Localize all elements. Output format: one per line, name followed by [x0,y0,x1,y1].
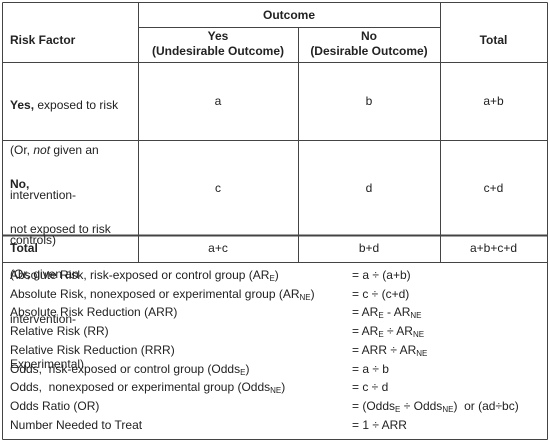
cell: c+d [483,181,504,195]
text-part: Relative Risk Reduction (RRR) [10,342,175,357]
subscript: NE [410,311,422,321]
label-part: given an [50,143,99,157]
cell: a+b [483,94,504,108]
subscript: NE [442,404,454,414]
formula-label: Number Needed to Treat [10,418,142,433]
formula-label: Odds, risk-exposed or control group (Odd… [10,362,249,377]
subscript: E [240,367,246,377]
label-part: not exposed to risk [10,222,111,236]
formula-label: Absolute Risk, nonexposed or experimenta… [10,287,315,302]
cell: a+c [208,241,228,255]
formula-label: Odds Ratio (OR) [10,399,99,414]
text-part: Absolute Risk, nonexposed or experimenta… [10,286,300,301]
text-part: = (Odds [352,398,396,413]
text-part: ÷ AR [383,324,413,339]
formula-expression: = ARE - ARNE [352,305,422,320]
text-part: Number Needed to Treat [10,417,143,432]
text-part: = a ÷ (a+b) [352,268,411,282]
formula-expression: = a ÷ (a+b) [352,268,411,283]
text-part: ÷ Odds [400,398,443,413]
formula-expression: = ARR ÷ ARNE [352,343,427,358]
text-part: = ARR ÷ AR [352,342,417,357]
formula-label: Absolute Risk Reduction (ARR) [10,305,177,320]
formula-expression: = (OddsE ÷ OddsNE) or (ad÷bc) [352,399,519,414]
header-risk-factor: Risk Factor [10,33,76,47]
header-yes-sub: (Undesirable Outcome) [151,44,285,58]
row-label: Yes, exposed to risk (Or, not given an i… [10,68,118,263]
formula-expression: = a ÷ b [352,362,389,377]
cell: b+d [358,241,380,255]
formula-label: Odds, nonexposed or experimental group (… [10,380,285,395]
subscript: NE [270,386,282,396]
text-part: ) [245,361,250,376]
cell: d [365,181,373,195]
formula-label: Absolute Risk, risk-exposed or control g… [10,268,279,283]
label-part: intervention- [10,188,77,202]
text-part: ) [274,268,279,282]
subscript: NE [412,330,425,340]
label-part: (Or, given an [10,267,79,281]
text-part: Odds, risk-exposed or control group (Odd… [10,361,241,376]
total-label: Total [10,241,38,255]
label-part: Yes, [10,98,35,112]
text-part: ) or (ad÷bc) [453,398,519,413]
subscript: E [395,404,401,414]
cell: a+b+c+d [469,241,518,255]
text-part: Relative Risk (RR) [10,324,109,339]
text-part: - AR [383,305,411,320]
subscript: E [269,274,275,283]
text-part: = AR [352,305,379,320]
header-total: Total [479,33,508,47]
text-part: = c ÷ (c+d) [352,286,410,301]
cell: b [365,94,373,108]
text-part: = c ÷ d [352,380,389,395]
label-part: not [33,143,51,157]
label-part: (Or, [10,143,34,157]
subscript: E [378,311,384,321]
row-label: No, not exposed to risk (Or, given an in… [10,147,111,387]
subscript: NE [416,348,428,358]
header-no: No [361,29,377,43]
header-outcome: Outcome [262,8,315,22]
label-part: Experimental) [10,357,85,371]
text-part: = AR [352,324,379,339]
text-part: ) [310,286,315,301]
cell: c [215,181,221,195]
text-part: = 1 ÷ ARR [352,417,407,432]
formula-expression: = 1 ÷ ARR [352,418,407,433]
subscript: NE [299,292,311,302]
label-part: No, [10,177,30,191]
label-part: intervention- [10,312,77,326]
text-part: Absolute Risk, risk-exposed or control g… [10,268,270,282]
cell: a [214,94,222,108]
formula-expression: = ARE ÷ ARNE [352,324,424,339]
header-yes: Yes [207,29,229,43]
text-part: = a ÷ b [352,361,389,376]
text-part: Absolute Risk Reduction (ARR) [10,305,178,320]
formula-expression: = c ÷ d [352,380,388,395]
text-part: ) [281,380,286,395]
formula-label: Relative Risk (RR) [10,324,109,339]
text-part: Odds, nonexposed or experimental group (… [10,380,271,395]
subscript: E [378,330,384,340]
text-part: Odds Ratio (OR) [10,398,100,413]
label-part: controls) [10,233,57,247]
label-part: exposed to risk [37,98,119,112]
header-no-sub: (Desirable Outcome) [310,44,428,58]
formula-label: Relative Risk Reduction (RRR) [10,343,175,358]
formula-expression: = c ÷ (c+d) [352,287,409,302]
